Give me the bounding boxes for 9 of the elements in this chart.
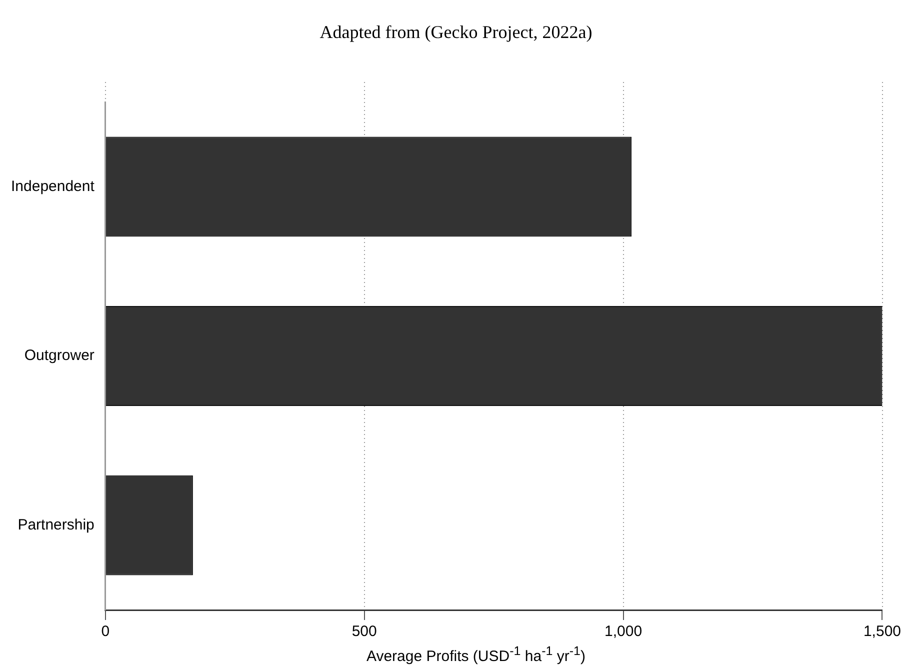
x-tick-label: 0 — [101, 623, 110, 640]
y-tick-label: Outgrower — [24, 347, 94, 364]
y-tick-label: Partnership — [18, 516, 94, 534]
x-tick-label: 500 — [352, 623, 377, 640]
y-tick-label: Independent — [10, 178, 96, 195]
x-tick-label: 1,000 — [604, 623, 642, 640]
x-axis-title: Average Profits (USD$^{-1}$ ha$^{-1}$ yr$^{-1}$) — [365, 644, 586, 665]
chart-title: Adapted from (Gecko Project, 2022a) — [318, 22, 594, 44]
x-tick-label: 1,500 — [863, 623, 902, 640]
